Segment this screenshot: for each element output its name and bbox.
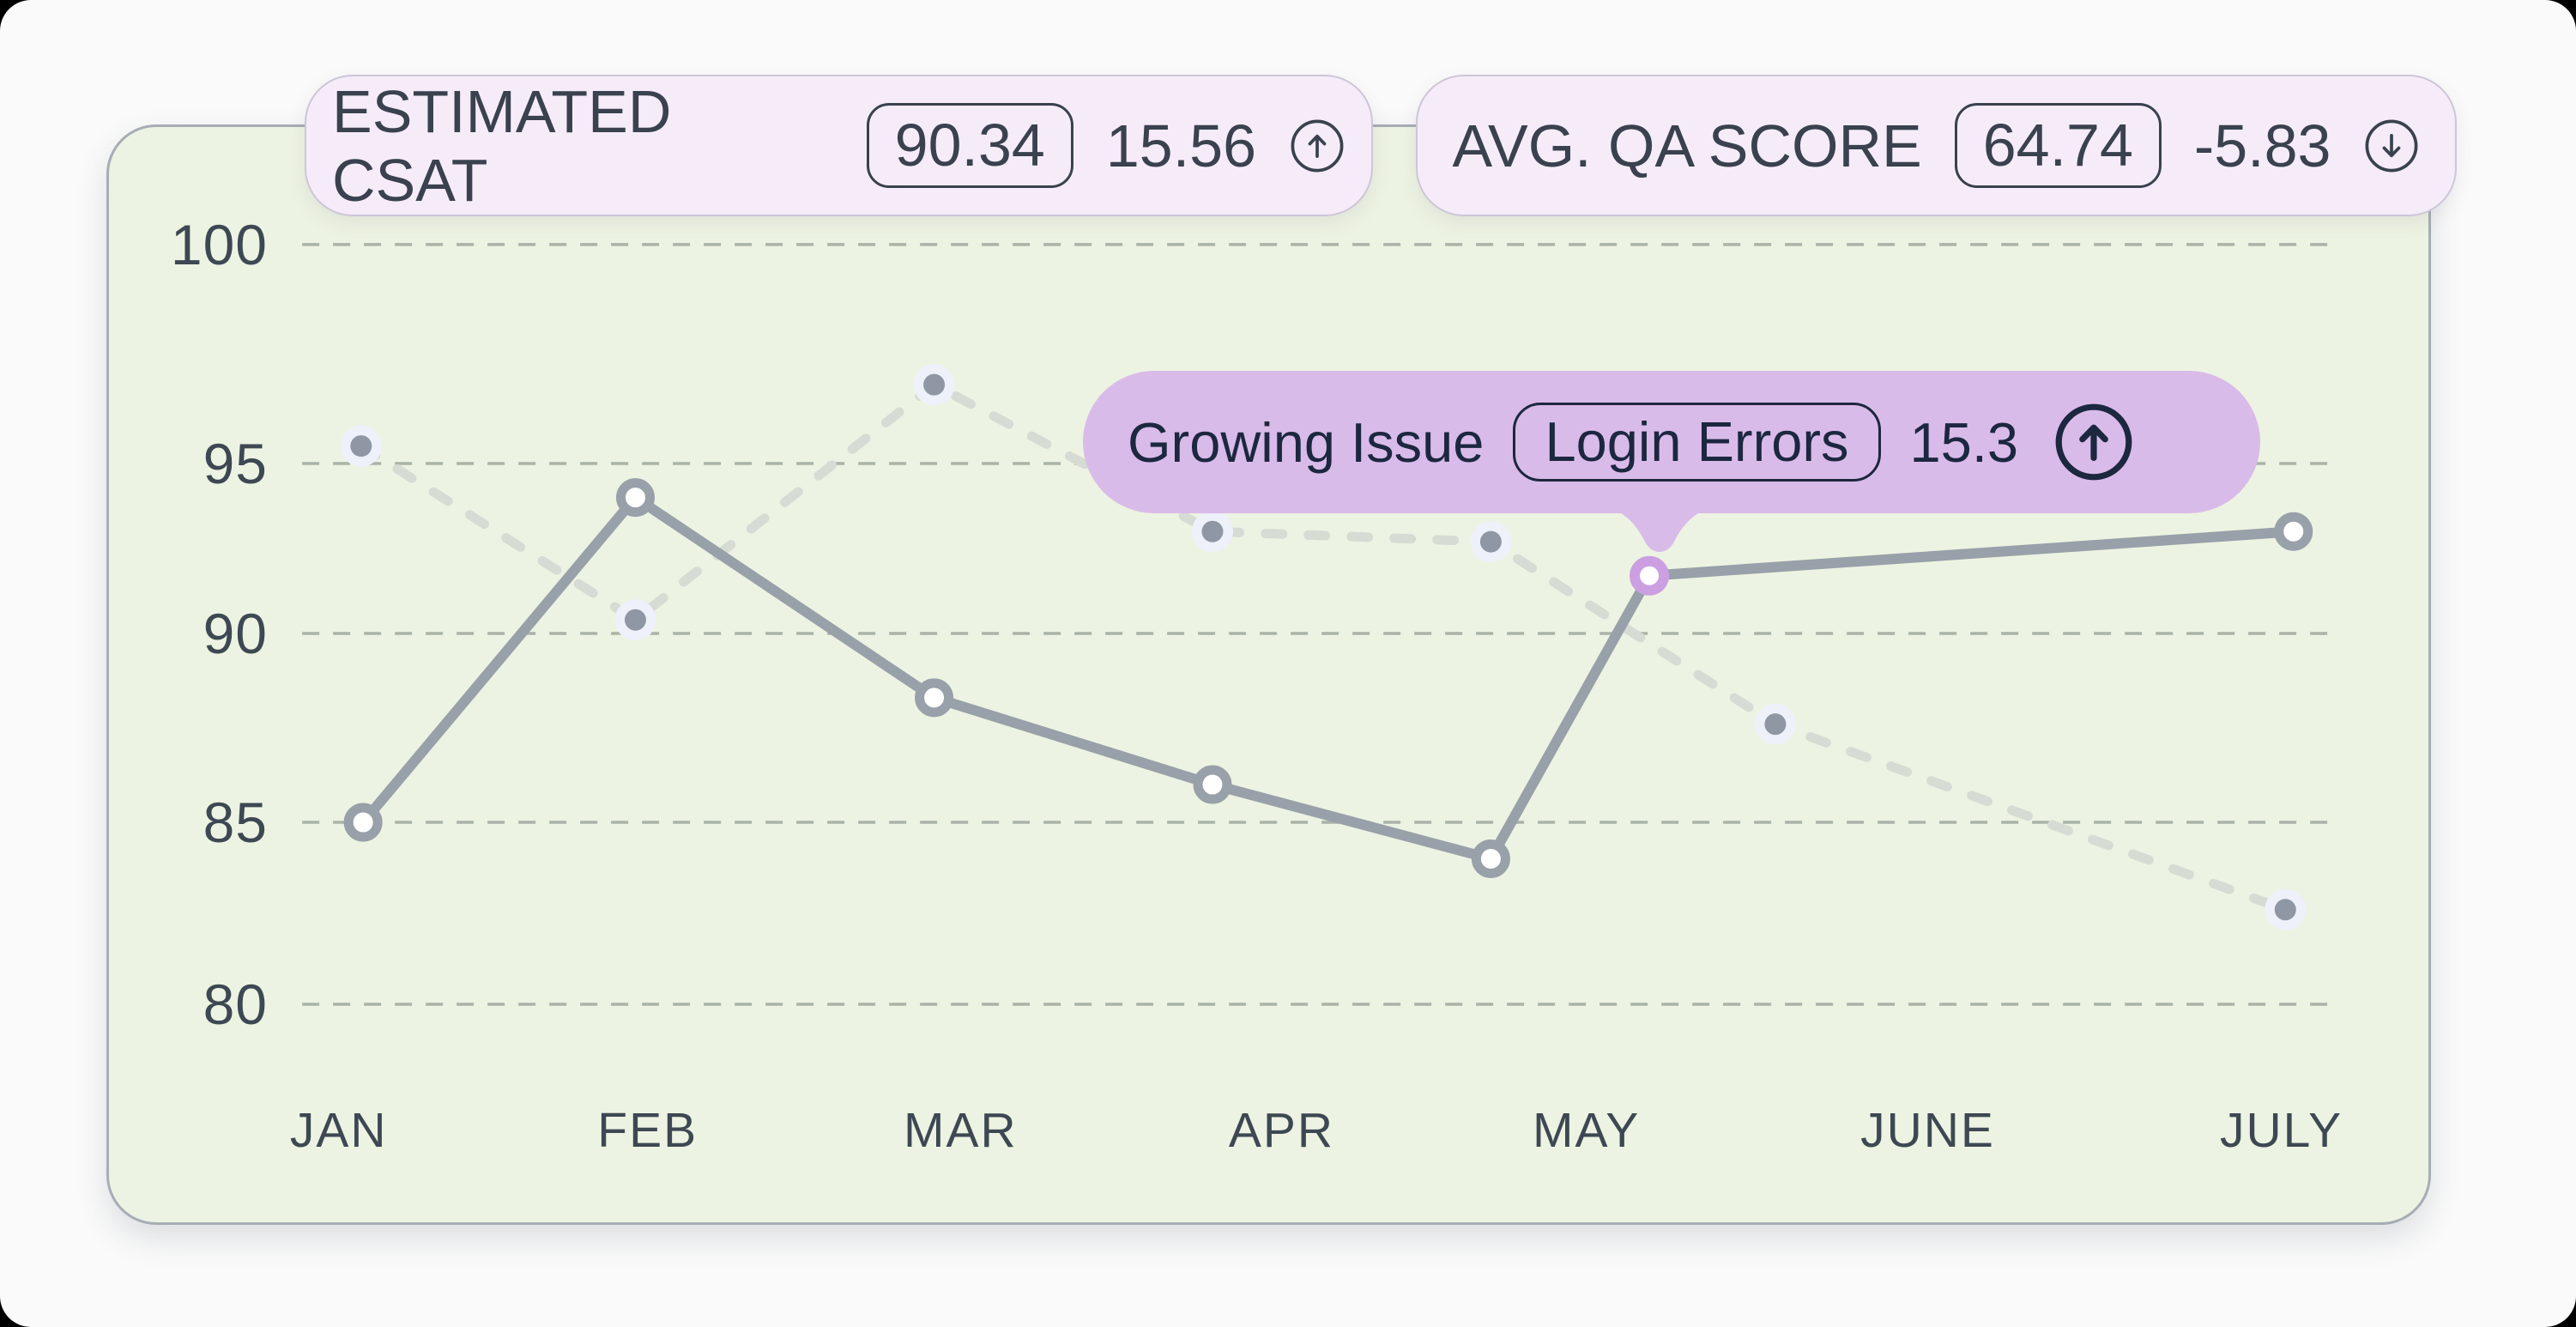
kpi-value-box: 90.34	[866, 103, 1073, 188]
y-axis-tick-label: 100	[170, 212, 268, 276]
kpi-label: AVG. QA SCORE	[1452, 112, 1922, 179]
qa-score-point[interactable]	[1201, 520, 1224, 542]
qa-score-point[interactable]	[624, 609, 646, 631]
csat-point[interactable]	[915, 678, 954, 718]
kpi-delta: -5.83	[2193, 112, 2331, 179]
callout-value: 15.3	[1909, 410, 2019, 474]
y-axis-tick-label: 90	[203, 602, 268, 666]
arrow-up-circle-icon	[2053, 401, 2135, 483]
callout-tail	[1610, 508, 1709, 552]
growing-issue-callout[interactable]: Growing Issue Login Errors 15.3	[1083, 371, 2260, 513]
y-axis-tick-label: 80	[203, 973, 268, 1036]
y-axis-tick-label: 95	[203, 432, 268, 496]
x-axis-month-label: MAY	[1533, 1103, 1641, 1158]
highlighted-point[interactable]	[1630, 555, 1670, 596]
y-axis-tick-label: 85	[203, 791, 268, 855]
qa-score-point[interactable]	[350, 435, 372, 457]
issue-tag[interactable]: Login Errors	[1513, 402, 1881, 482]
arrow-down-circle-icon	[2363, 118, 2420, 174]
csat-point[interactable]	[1193, 765, 1232, 804]
chart-panel	[106, 124, 2431, 1225]
callout-label: Growing Issue	[1128, 410, 1485, 474]
kpi-badge-avg-qa-score[interactable]: AVG. QA SCORE 64.74 -5.83	[1416, 75, 2457, 216]
csat-point[interactable]	[615, 478, 655, 518]
kpi-label: ESTIMATED CSAT	[332, 77, 672, 214]
qa-score-point[interactable]	[923, 373, 946, 396]
x-axis-month-label: JAN	[289, 1103, 388, 1158]
qa-score-point[interactable]	[2274, 899, 2296, 921]
x-axis-month-label: APR	[1228, 1103, 1335, 1158]
csat-point[interactable]	[343, 803, 383, 842]
kpi-delta: 15.56	[1105, 112, 1256, 179]
qa-score-point[interactable]	[1764, 713, 1787, 736]
csat-point[interactable]	[2274, 512, 2313, 551]
x-axis-month-label: FEB	[597, 1103, 698, 1158]
kpi-value-box: 64.74	[1954, 103, 2162, 188]
kpi-badge-estimated-csat[interactable]: ESTIMATED CSAT 90.34 15.56	[305, 75, 1373, 216]
x-axis-month-label: MAR	[904, 1103, 1018, 1158]
arrow-up-circle-icon	[1289, 118, 1345, 174]
csat-line	[359, 492, 2295, 864]
x-axis-month-label: JULY	[2219, 1103, 2343, 1158]
qa-score-point[interactable]	[1479, 530, 1502, 553]
x-axis-month-label: JUNE	[1860, 1103, 1995, 1158]
csat-point[interactable]	[1471, 839, 1510, 878]
